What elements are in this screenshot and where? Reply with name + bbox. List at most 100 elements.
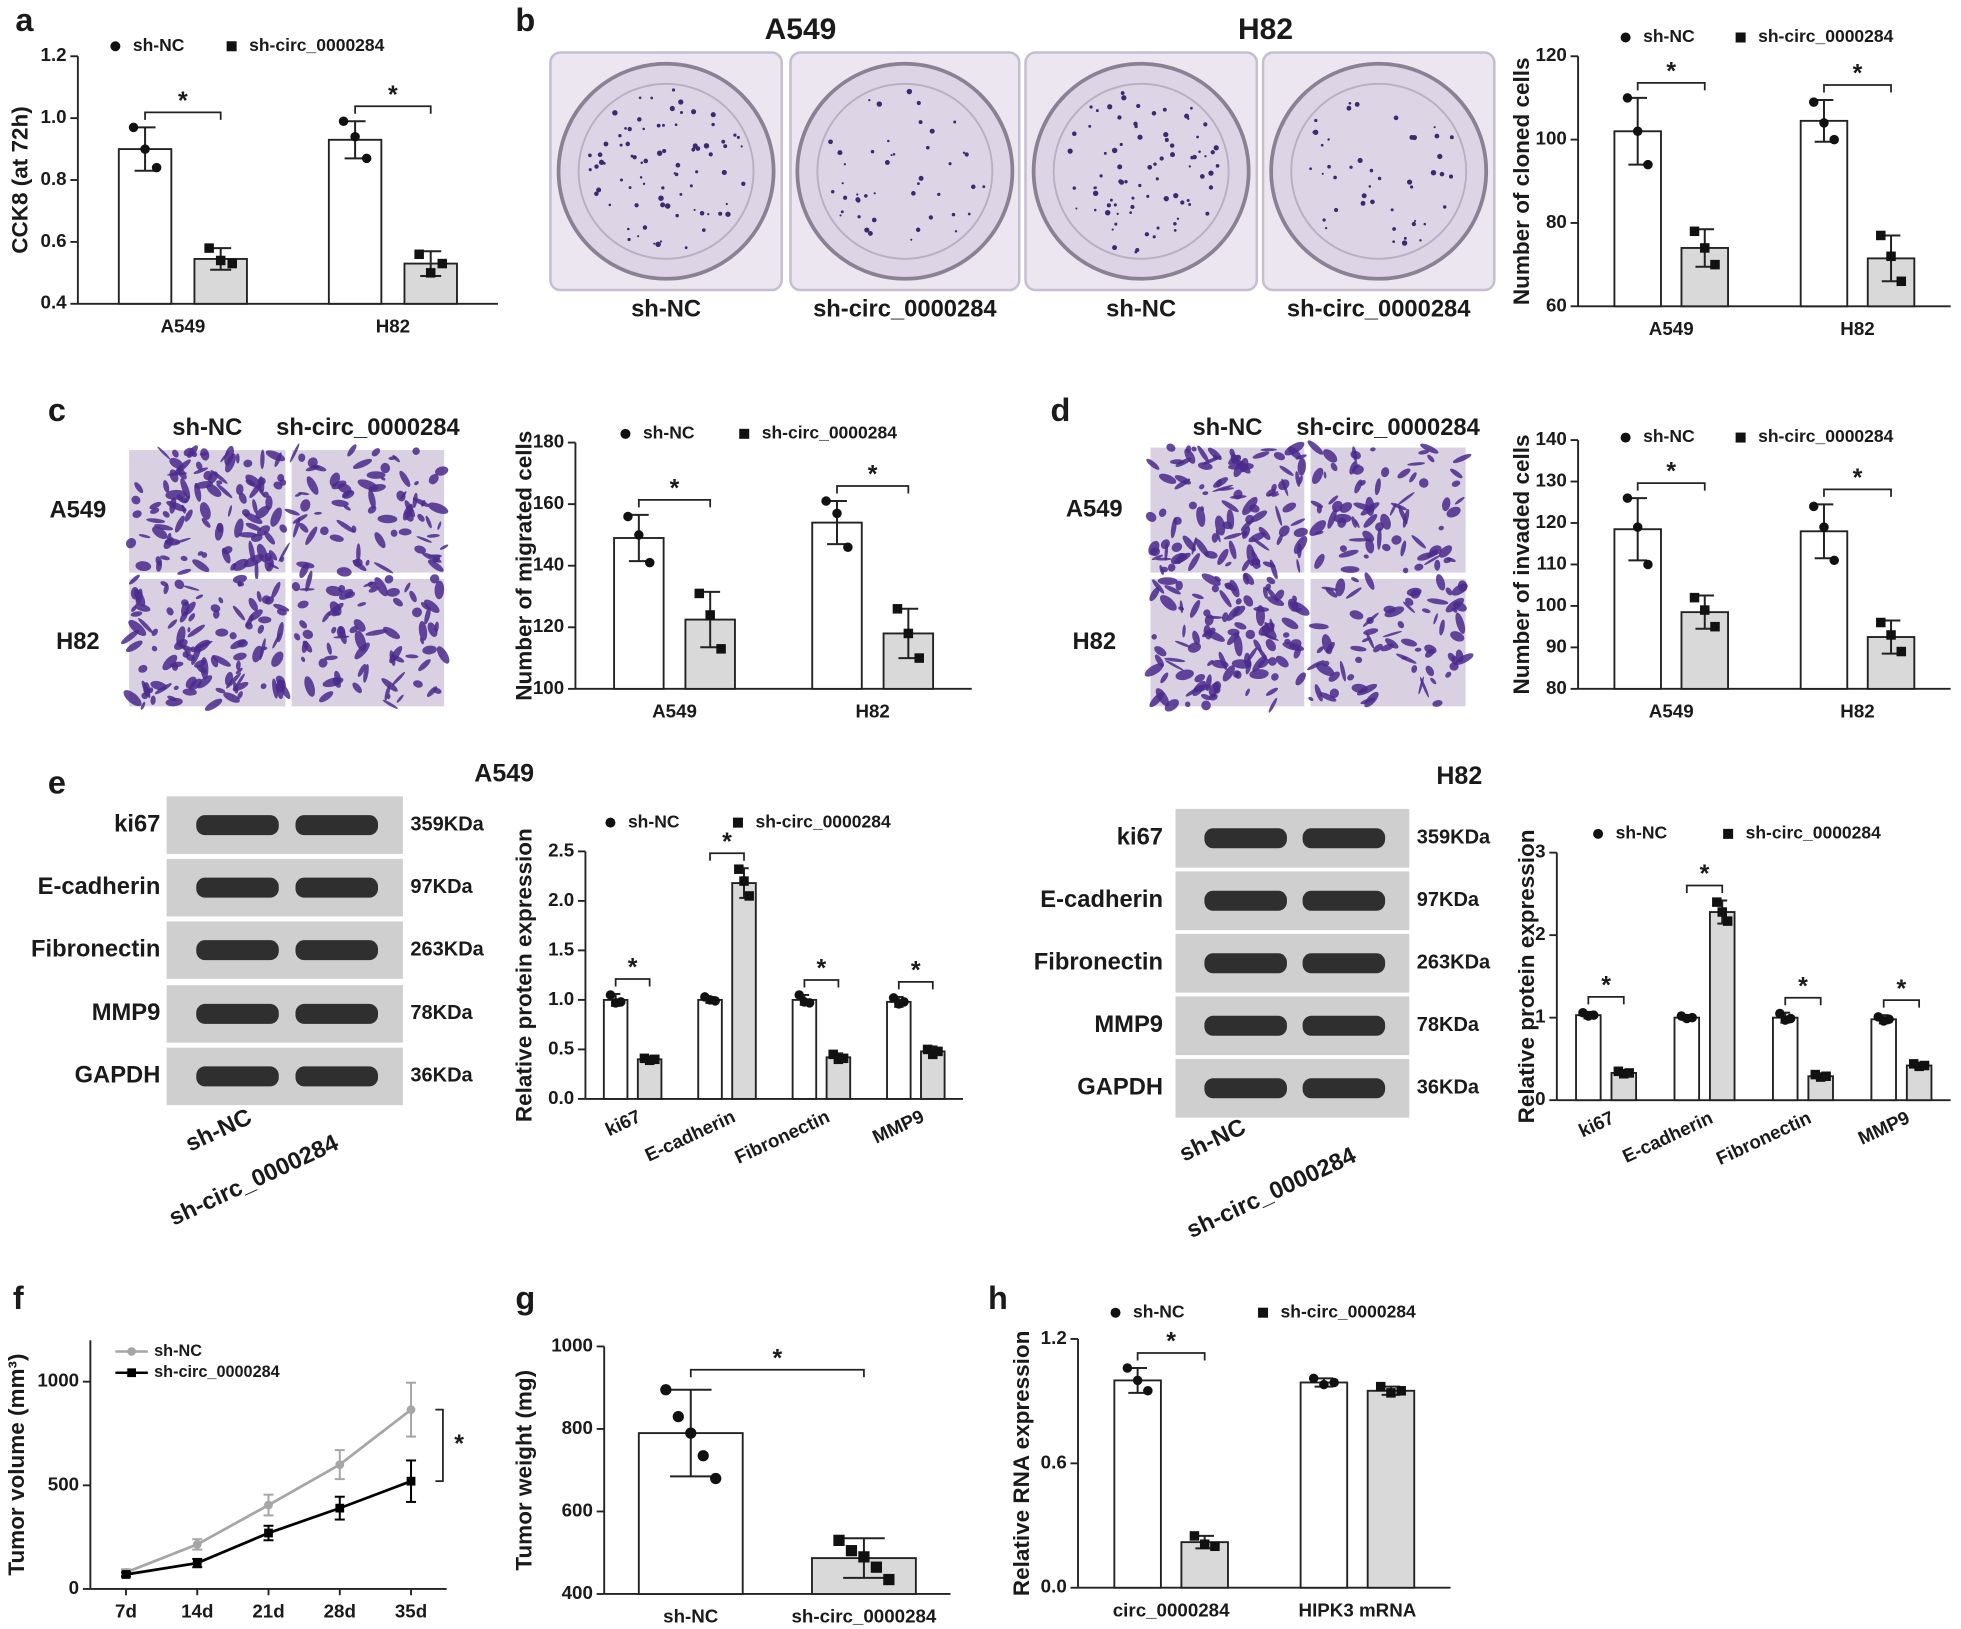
stained-cell — [1187, 642, 1201, 653]
data-point — [685, 1427, 697, 1439]
y-tick-label: 400 — [562, 1582, 593, 1603]
stained-cell — [343, 505, 351, 511]
colony — [650, 96, 654, 100]
stained-cell — [368, 489, 376, 509]
data-point — [1622, 493, 1633, 503]
x-tick-label: sh-circ_0000284 — [791, 1606, 936, 1627]
stained-cell — [384, 684, 391, 701]
stained-cell — [332, 677, 341, 688]
colony — [1309, 167, 1312, 171]
colony — [1215, 163, 1220, 168]
significance-bracket — [435, 1408, 444, 1483]
stained-cell — [162, 511, 170, 518]
stained-cell — [1165, 660, 1184, 671]
data-point — [406, 1405, 416, 1415]
plate-well — [1031, 61, 1251, 281]
data-point — [933, 1046, 943, 1057]
colony — [1117, 115, 1122, 120]
stained-cell — [412, 447, 420, 455]
stained-cell — [389, 646, 403, 664]
stained-cell — [313, 511, 323, 515]
stained-cell — [1348, 538, 1371, 542]
blot-band — [1302, 1078, 1386, 1099]
stained-cell — [243, 459, 253, 468]
blot-band — [196, 1066, 279, 1087]
stained-cell — [176, 494, 184, 503]
stained-cell — [235, 667, 243, 675]
legend-label: sh-NC — [1643, 26, 1695, 46]
stained-cell — [270, 507, 282, 527]
colony — [1313, 129, 1319, 135]
colony — [1147, 164, 1153, 170]
significance-label: * — [1897, 975, 1907, 1003]
stained-cell — [189, 678, 203, 691]
stained-cell — [1352, 446, 1358, 462]
blot-band — [295, 815, 379, 836]
colony — [1204, 155, 1207, 158]
colony — [843, 163, 847, 166]
y-axis-label: Tumor volume (mm³) — [4, 1354, 29, 1576]
stained-cell — [215, 687, 226, 694]
x-tick-label: 7d — [115, 1601, 137, 1622]
stained-cell — [414, 481, 419, 486]
colony — [612, 110, 618, 116]
stained-cell — [215, 628, 229, 637]
significance-label: * — [1853, 464, 1863, 492]
stained-cell — [1397, 492, 1415, 505]
stained-cell — [294, 492, 303, 497]
legend-marker — [605, 817, 616, 828]
colony — [655, 241, 661, 248]
significance-bracket — [1882, 999, 1921, 1008]
colony — [1111, 228, 1114, 231]
stained-cell — [1452, 453, 1472, 464]
colony — [740, 145, 743, 148]
stained-cell — [396, 694, 404, 703]
stained-cell — [289, 443, 300, 463]
colony — [708, 152, 713, 157]
stained-cell — [421, 499, 426, 507]
stained-cell — [432, 554, 441, 563]
stained-cell — [1338, 549, 1359, 558]
stained-cell — [243, 554, 265, 568]
colony — [873, 192, 876, 195]
stained-cell — [163, 537, 174, 550]
stained-cell — [192, 559, 210, 572]
colony — [674, 172, 679, 177]
stained-cell — [1454, 496, 1465, 505]
stained-cell — [1182, 535, 1196, 552]
data-point — [899, 997, 909, 1007]
stained-cell — [1411, 535, 1426, 549]
colony — [689, 184, 693, 188]
colony — [1146, 194, 1150, 198]
data-point — [1829, 134, 1839, 145]
bar — [1299, 1381, 1349, 1589]
stained-cell — [1160, 672, 1169, 684]
stained-cell — [180, 478, 191, 499]
stained-cell — [1262, 586, 1268, 599]
stained-cell — [187, 627, 191, 633]
blot-band — [196, 815, 279, 836]
colony — [1188, 165, 1192, 168]
stained-cell — [1265, 639, 1276, 652]
legend-marker — [732, 817, 743, 828]
stained-cell — [390, 529, 398, 537]
panel-letter: h — [988, 1280, 1008, 1316]
colony — [954, 230, 958, 233]
colony — [596, 187, 602, 193]
stained-cell — [1443, 557, 1452, 564]
stained-cell — [1267, 596, 1285, 607]
y-tick-label: 0.8 — [41, 168, 67, 189]
stained-cell — [193, 467, 209, 474]
stained-cell — [365, 559, 370, 566]
stained-cell — [1328, 495, 1339, 505]
colony — [1196, 135, 1199, 139]
stained-cell — [140, 701, 146, 710]
stained-cell — [1297, 543, 1302, 559]
colony — [618, 134, 622, 138]
plate-title: A549 — [765, 13, 837, 46]
stained-cell — [1278, 525, 1290, 537]
bar — [731, 882, 757, 1100]
colony — [855, 197, 861, 202]
colony — [1067, 148, 1073, 154]
stained-cell — [1258, 526, 1271, 540]
